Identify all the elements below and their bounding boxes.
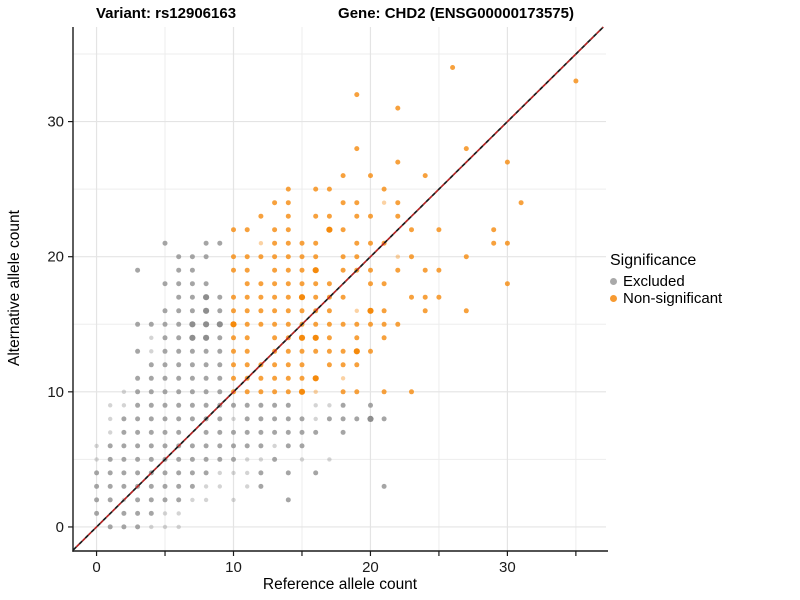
legend-label-nonsignificant: Non-significant <box>623 290 723 307</box>
svg-text:30: 30 <box>499 559 516 576</box>
legend: Significance Excluded Non-significant <box>610 252 722 307</box>
y-axis-title: Alternative allele count <box>6 210 23 366</box>
excluded-dot-icon <box>610 278 617 285</box>
svg-text:10: 10 <box>225 559 242 576</box>
plot-title-variant: Variant: rs12906163 <box>95 5 237 22</box>
non-significant-dot-icon <box>610 295 617 302</box>
legend-item-nonsignificant: Non-significant <box>610 290 722 307</box>
legend-title: Significance <box>610 252 697 269</box>
svg-text:0: 0 <box>56 519 64 536</box>
legend-item-excluded: Excluded <box>610 273 722 290</box>
svg-text:30: 30 <box>47 114 64 131</box>
svg-text:20: 20 <box>362 559 379 576</box>
svg-text:0: 0 <box>92 559 100 576</box>
legend-label-excluded: Excluded <box>623 273 685 290</box>
plot-title-gene: Gene: CHD2 (ENSG00000173575) <box>338 5 574 22</box>
svg-text:10: 10 <box>47 384 64 401</box>
x-axis-title: Reference allele count <box>262 576 418 593</box>
svg-text:20: 20 <box>47 249 64 266</box>
